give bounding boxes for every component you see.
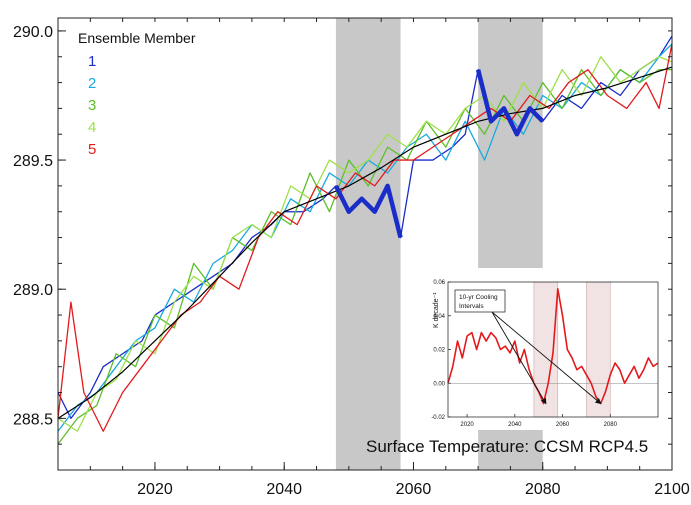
- inset-y-tick-label: 0.00: [433, 381, 445, 387]
- cooling-interval-shade-1: [335, 18, 401, 470]
- series-line-member-5: [57, 43, 673, 432]
- series-line-member-4: [57, 56, 673, 432]
- inset-y-tick-label: 0.02: [433, 348, 445, 354]
- chart-caption: Surface Temperature: CCSM RCP4.5: [366, 437, 648, 456]
- highlighted-segment-2: [475, 69, 545, 137]
- legend-entry-3: 3: [88, 97, 96, 114]
- legend-title: Ensemble Member: [78, 30, 196, 46]
- highlighted-segment-1: [333, 183, 403, 239]
- y-tick-label: 289.5: [13, 153, 53, 170]
- legend-entry-2: 2: [88, 75, 96, 92]
- x-tick-label: 2060: [396, 481, 432, 498]
- y-tick-label: 288.5: [13, 411, 53, 428]
- inset-x-tick-label: 2020: [460, 422, 474, 428]
- inset-cooling-interval-shade-2: [586, 281, 611, 418]
- x-tick-label: 2080: [525, 481, 561, 498]
- inset-y-tick-label: 0.04: [433, 314, 445, 320]
- cooling-intervals-label-box: [454, 289, 506, 313]
- inset-y-axis-label: K decade⁻¹: [433, 292, 440, 328]
- plot-frame: [57, 17, 673, 471]
- x-tick-label: 2040: [266, 481, 302, 498]
- x-tick-label: 2100: [654, 481, 690, 498]
- legend-entry-1: 1: [88, 53, 96, 70]
- legend-entry-5: 5: [88, 141, 96, 158]
- inset-x-tick-label: 2060: [556, 422, 570, 428]
- inset-x-tick-label: 2080: [604, 422, 618, 428]
- inset-trend-line: [447, 287, 659, 405]
- inset-x-tick-label: 2040: [508, 422, 522, 428]
- y-tick-label: 290.0: [13, 24, 53, 41]
- inset-y-tick-label: -0.02: [431, 415, 445, 421]
- legend-entry-4: 4: [88, 119, 96, 136]
- series-line-member-3: [57, 69, 672, 445]
- cooling-interval-arrow-1: [491, 311, 547, 405]
- cooling-intervals-label-line1: 10-yr Cooling: [459, 294, 498, 301]
- inset-y-tick-label: 0.06: [433, 280, 445, 286]
- ensemble-mean-line: [57, 66, 673, 419]
- cooling-intervals-label-line2: Intervals: [459, 303, 484, 310]
- x-tick-label: 2020: [137, 481, 173, 498]
- cooling-interval-arrow-2: [491, 311, 602, 405]
- y-tick-label: 289.0: [13, 282, 53, 299]
